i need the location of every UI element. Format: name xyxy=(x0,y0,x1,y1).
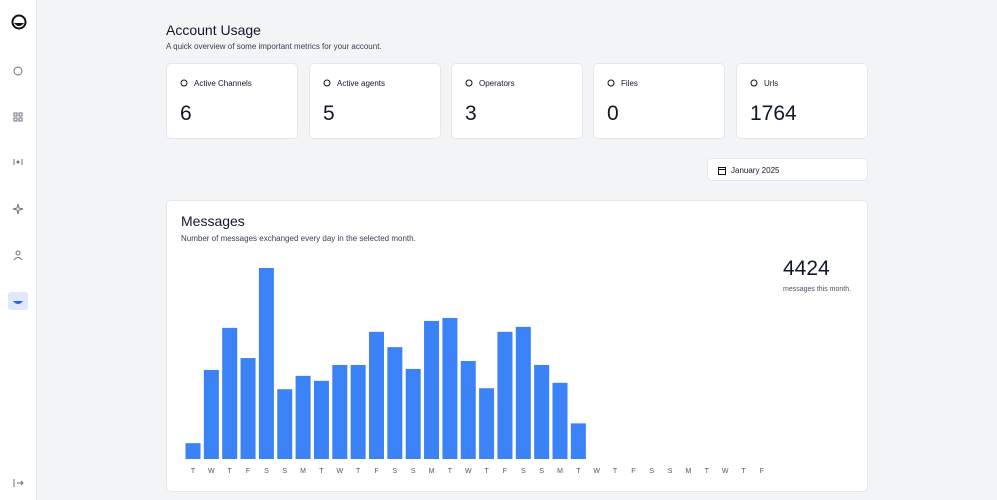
stat-card: Operators 3 xyxy=(451,63,583,139)
bar xyxy=(222,327,238,459)
bar xyxy=(460,361,476,459)
bar xyxy=(350,364,366,459)
nav-logout[interactable] xyxy=(11,476,25,490)
x-tick-label: W xyxy=(722,468,729,475)
x-tick-label: S xyxy=(649,468,654,475)
stat-card: Urls 1764 xyxy=(736,63,868,139)
stat-label: Operators xyxy=(479,79,515,88)
messages-title: Messages xyxy=(181,213,245,229)
stat-icon xyxy=(465,79,473,87)
stat-icon xyxy=(607,79,615,87)
x-tick-label: S xyxy=(393,468,398,475)
bar xyxy=(552,382,568,459)
x-tick-label: T xyxy=(191,468,196,475)
bar xyxy=(369,331,384,459)
messages-total-label: messages this month. xyxy=(783,286,852,293)
sidebar xyxy=(0,0,37,500)
bar xyxy=(277,389,293,459)
bar xyxy=(240,358,256,459)
bar xyxy=(203,369,219,459)
date-picker[interactable]: January 2025 xyxy=(707,158,868,181)
x-tick-label: F xyxy=(631,468,635,475)
stat-card: Active Channels 6 xyxy=(166,63,298,139)
x-tick-label: T xyxy=(448,468,453,475)
x-tick-label: S xyxy=(668,468,673,475)
bar xyxy=(405,368,421,459)
bar xyxy=(258,267,274,459)
nav-agents[interactable] xyxy=(11,202,25,216)
nav-chat[interactable] xyxy=(11,64,25,78)
stat-value: 3 xyxy=(465,102,477,125)
bar xyxy=(424,320,440,459)
bar xyxy=(332,364,348,459)
messages-total: 4424 xyxy=(783,257,830,280)
bar xyxy=(313,380,329,459)
bar xyxy=(442,317,458,459)
x-tick-label: W xyxy=(465,468,472,475)
x-tick-label: S xyxy=(411,468,416,475)
logo xyxy=(11,14,27,30)
bar xyxy=(295,375,311,459)
stat-label: Active Channels xyxy=(194,79,252,88)
x-tick-label: W xyxy=(336,468,343,475)
x-tick-label: M xyxy=(300,468,306,475)
stat-label: Active agents xyxy=(337,79,386,88)
nav-channels[interactable] xyxy=(11,155,25,169)
x-tick-label: T xyxy=(356,468,361,475)
x-tick-label: M xyxy=(686,468,692,475)
bar xyxy=(185,443,201,459)
stat-icon xyxy=(323,79,331,87)
x-tick-label: T xyxy=(228,468,233,475)
stat-value: 6 xyxy=(180,102,192,125)
nav-usage-active[interactable] xyxy=(8,292,28,310)
bar xyxy=(387,347,403,459)
bar xyxy=(479,388,495,459)
x-tick-label: M xyxy=(429,468,435,475)
x-tick-label: T xyxy=(484,468,489,475)
bar xyxy=(515,326,531,459)
page-subtitle: A quick overview of some important metri… xyxy=(166,42,382,51)
stat-value: 0 xyxy=(607,102,619,125)
x-tick-label: M xyxy=(557,468,563,475)
nav-operators[interactable] xyxy=(11,248,25,262)
stat-value: 5 xyxy=(323,102,335,125)
x-tick-label: T xyxy=(576,468,581,475)
x-tick-label: T xyxy=(705,468,710,475)
nav-dashboard[interactable] xyxy=(11,110,25,124)
bar xyxy=(570,423,586,459)
messages-subtitle: Number of messages exchanged every day i… xyxy=(181,234,416,243)
x-tick-label: S xyxy=(264,468,269,475)
page-title: Account Usage xyxy=(166,22,261,38)
bar xyxy=(497,331,513,459)
x-tick-label: F xyxy=(246,468,250,475)
stat-icon xyxy=(750,79,758,87)
stat-card: Files 0 xyxy=(593,63,725,139)
stat-value: 1764 xyxy=(750,102,797,125)
x-tick-label: W xyxy=(593,468,600,475)
x-tick-label: F xyxy=(503,468,507,475)
messages-card: Messages Number of messages exchanged ev… xyxy=(166,200,868,492)
x-tick-label: F xyxy=(374,468,378,475)
stat-icon xyxy=(180,79,188,87)
stat-label: Files xyxy=(621,79,638,88)
bar xyxy=(534,364,550,459)
x-tick-label: T xyxy=(319,468,324,475)
x-tick-label: F xyxy=(760,468,764,475)
x-tick-label: T xyxy=(741,468,746,475)
x-tick-label: S xyxy=(539,468,544,475)
x-tick-label: W xyxy=(208,468,215,475)
calendar-icon xyxy=(718,167,726,175)
stat-card: Active agents 5 xyxy=(309,63,441,139)
x-tick-label: S xyxy=(282,468,287,475)
stat-label: Urls xyxy=(764,79,779,88)
x-tick-label: S xyxy=(521,468,526,475)
date-picker-label: January 2025 xyxy=(731,166,780,175)
x-tick-label: T xyxy=(613,468,618,475)
